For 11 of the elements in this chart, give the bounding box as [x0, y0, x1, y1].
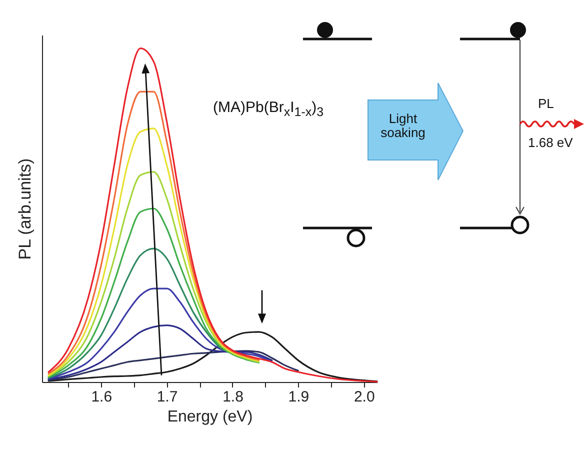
x-tick-label: 1.9: [288, 388, 310, 406]
x-tick-label: 1.7: [156, 388, 178, 406]
text: 1.68 eV: [528, 135, 573, 150]
x-axis-title: Energy (eV): [167, 408, 253, 426]
x-tick-label: 2.0: [354, 388, 375, 406]
y-axis-title: PL (arb.units): [16, 158, 34, 260]
x-tick-label: 1.6: [91, 388, 112, 406]
text: PL: [538, 96, 554, 112]
annotation: (MA)Pb(Br$_{x}$I$_{1-x}$)$_{3}$: [213, 99, 324, 120]
text: Light soaking: [380, 111, 426, 141]
x-tick-label: 1.8: [222, 388, 244, 406]
